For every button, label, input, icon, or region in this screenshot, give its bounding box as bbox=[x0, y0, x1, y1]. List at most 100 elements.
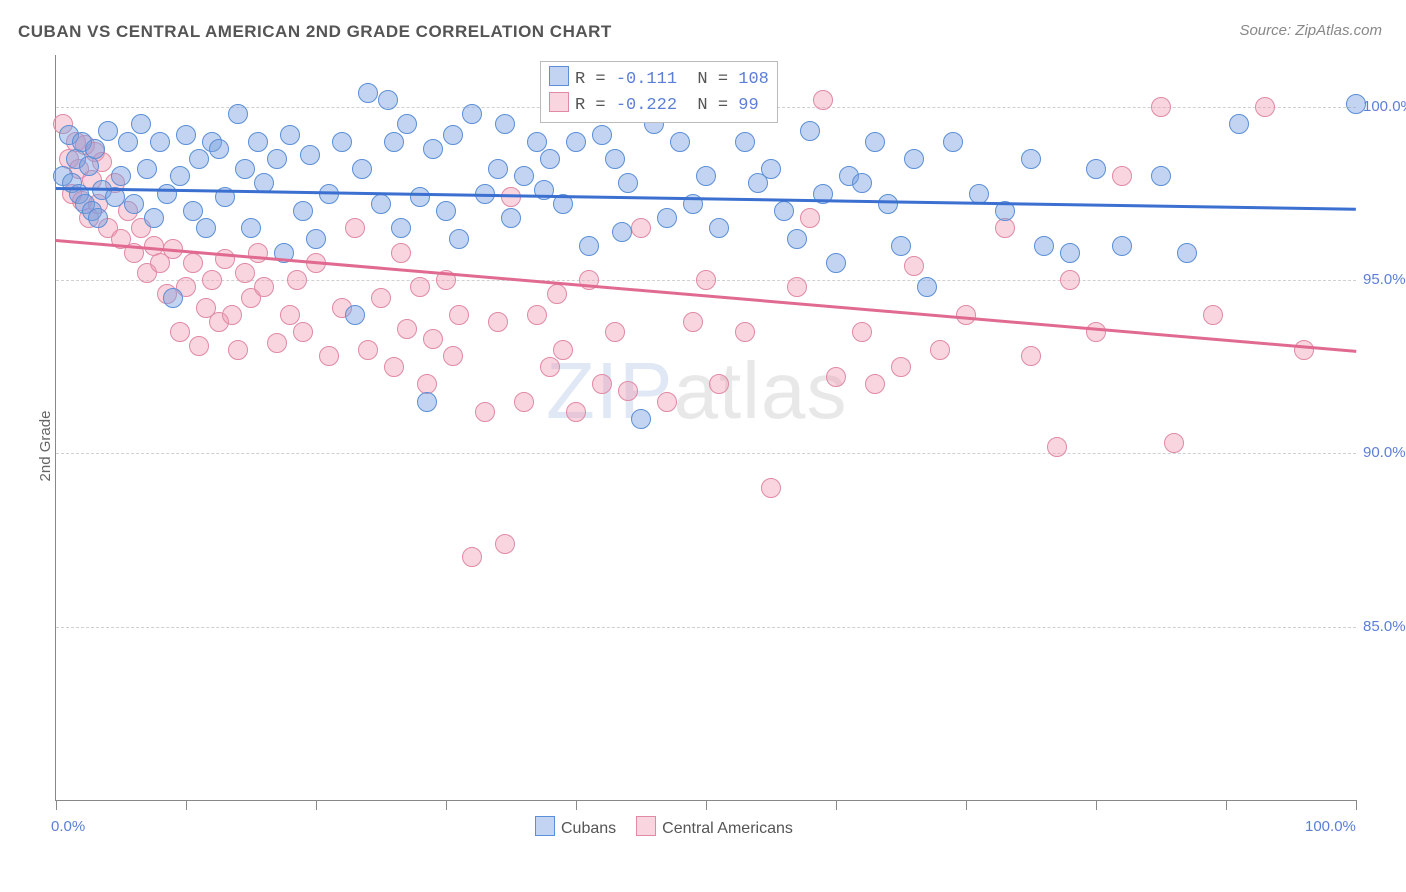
scatter-point-blue bbox=[618, 173, 638, 193]
scatter-point-blue bbox=[800, 121, 820, 141]
scatter-point-pink bbox=[527, 305, 547, 325]
scatter-point-pink bbox=[696, 270, 716, 290]
scatter-point-blue bbox=[228, 104, 248, 124]
x-tick bbox=[836, 800, 837, 810]
watermark: ZIPatlas bbox=[546, 345, 847, 437]
scatter-point-blue bbox=[384, 132, 404, 152]
scatter-point-blue bbox=[131, 114, 151, 134]
scatter-point-blue bbox=[514, 166, 534, 186]
scatter-point-pink bbox=[618, 381, 638, 401]
x-tick-label: 100.0% bbox=[1305, 818, 1356, 835]
scatter-point-pink bbox=[501, 187, 521, 207]
x-tick bbox=[1356, 800, 1357, 810]
chart-title: CUBAN VS CENTRAL AMERICAN 2ND GRADE CORR… bbox=[18, 22, 612, 42]
scatter-point-blue bbox=[1060, 243, 1080, 263]
scatter-point-blue bbox=[150, 132, 170, 152]
scatter-point-pink bbox=[813, 90, 833, 110]
scatter-point-blue bbox=[865, 132, 885, 152]
scatter-point-pink bbox=[222, 305, 242, 325]
legend-item-cubans: Cubans bbox=[535, 816, 616, 838]
scatter-point-blue bbox=[443, 125, 463, 145]
scatter-point-blue bbox=[605, 149, 625, 169]
scatter-point-blue bbox=[267, 149, 287, 169]
scatter-point-blue bbox=[501, 208, 521, 228]
scatter-point-blue bbox=[709, 218, 729, 238]
legend-label-central-americans: Central Americans bbox=[662, 820, 793, 837]
stats-r-label: R = bbox=[575, 70, 616, 89]
y-tick-label: 95.0% bbox=[1363, 271, 1406, 288]
scatter-point-pink bbox=[553, 340, 573, 360]
scatter-point-pink bbox=[319, 346, 339, 366]
scatter-point-blue bbox=[943, 132, 963, 152]
scatter-point-blue bbox=[631, 409, 651, 429]
scatter-point-pink bbox=[293, 322, 313, 342]
scatter-point-pink bbox=[514, 392, 534, 412]
scatter-point-blue bbox=[410, 187, 430, 207]
scatter-point-pink bbox=[462, 547, 482, 567]
scatter-point-pink bbox=[287, 270, 307, 290]
scatter-point-blue bbox=[183, 201, 203, 221]
source-label: Source: ZipAtlas.com bbox=[1239, 22, 1382, 39]
scatter-point-pink bbox=[391, 243, 411, 263]
scatter-point-blue bbox=[79, 156, 99, 176]
gridline-h bbox=[56, 453, 1356, 454]
scatter-point-pink bbox=[826, 367, 846, 387]
scatter-point-blue bbox=[787, 229, 807, 249]
scatter-point-blue bbox=[345, 305, 365, 325]
y-tick-label: 100.0% bbox=[1363, 98, 1406, 115]
scatter-point-blue bbox=[293, 201, 313, 221]
scatter-point-blue bbox=[306, 229, 326, 249]
scatter-point-blue bbox=[657, 208, 677, 228]
scatter-point-blue bbox=[209, 139, 229, 159]
scatter-point-blue bbox=[280, 125, 300, 145]
scatter-point-pink bbox=[1294, 340, 1314, 360]
scatter-point-pink bbox=[371, 288, 391, 308]
scatter-point-blue bbox=[761, 159, 781, 179]
scatter-point-pink bbox=[1255, 97, 1275, 117]
scatter-point-blue bbox=[696, 166, 716, 186]
legend-swatch-pink bbox=[636, 816, 656, 836]
scatter-point-pink bbox=[1112, 166, 1132, 186]
watermark-atlas: atlas bbox=[673, 346, 847, 435]
scatter-point-blue bbox=[241, 218, 261, 238]
stats-swatch-blue bbox=[549, 66, 569, 86]
scatter-point-blue bbox=[670, 132, 690, 152]
trend-line-blue bbox=[56, 187, 1356, 210]
scatter-point-pink bbox=[709, 374, 729, 394]
scatter-point-blue bbox=[1086, 159, 1106, 179]
stats-swatch-pink bbox=[549, 92, 569, 112]
scatter-point-blue bbox=[248, 132, 268, 152]
scatter-point-pink bbox=[761, 478, 781, 498]
scatter-point-blue bbox=[878, 194, 898, 214]
scatter-point-blue bbox=[163, 288, 183, 308]
y-axis-label: 2nd Grade bbox=[37, 411, 54, 482]
scatter-point-blue bbox=[111, 166, 131, 186]
plot-area: ZIPatlas bbox=[55, 55, 1356, 801]
legend-swatch-blue bbox=[535, 816, 555, 836]
scatter-point-blue bbox=[176, 125, 196, 145]
scatter-point-pink bbox=[995, 218, 1015, 238]
scatter-point-pink bbox=[202, 270, 222, 290]
scatter-point-blue bbox=[352, 159, 372, 179]
scatter-point-pink bbox=[956, 305, 976, 325]
scatter-point-pink bbox=[865, 374, 885, 394]
scatter-point-blue bbox=[1151, 166, 1171, 186]
stats-r-value-cubans: -0.111 bbox=[616, 70, 677, 89]
scatter-point-pink bbox=[1151, 97, 1171, 117]
scatter-point-pink bbox=[423, 329, 443, 349]
scatter-point-blue bbox=[774, 201, 794, 221]
scatter-point-pink bbox=[1086, 322, 1106, 342]
y-tick-label: 85.0% bbox=[1363, 618, 1406, 635]
scatter-point-pink bbox=[1203, 305, 1223, 325]
scatter-point-blue bbox=[495, 114, 515, 134]
scatter-point-blue bbox=[735, 132, 755, 152]
stats-row-central-americans: R = -0.222 N = 99 bbox=[549, 92, 769, 118]
scatter-point-blue bbox=[391, 218, 411, 238]
scatter-point-blue bbox=[488, 159, 508, 179]
scatter-point-blue bbox=[332, 132, 352, 152]
scatter-point-blue bbox=[540, 149, 560, 169]
y-tick-label: 90.0% bbox=[1363, 444, 1406, 461]
scatter-point-blue bbox=[170, 166, 190, 186]
scatter-point-blue bbox=[852, 173, 872, 193]
scatter-point-blue bbox=[592, 125, 612, 145]
